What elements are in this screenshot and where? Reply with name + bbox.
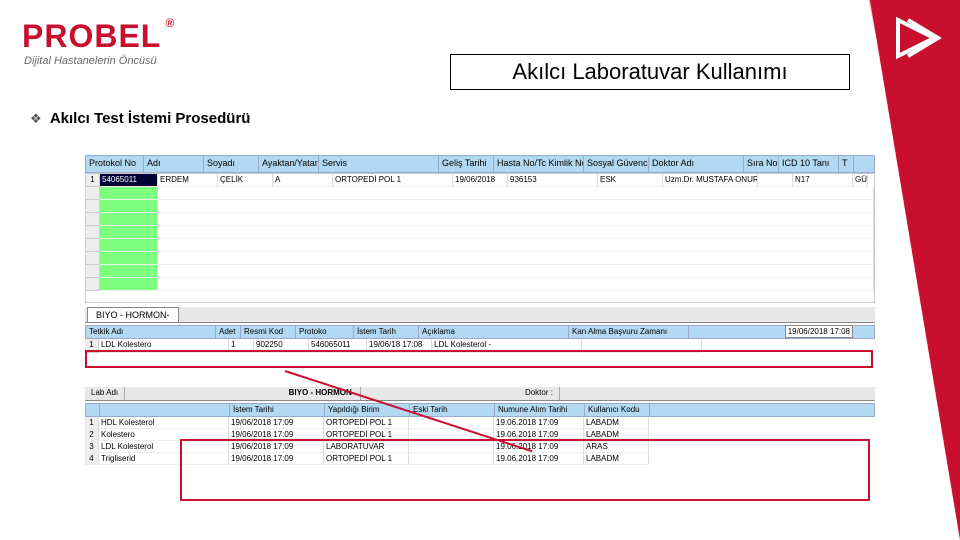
tab-bar-1: BIYO - HORMON- (85, 307, 875, 323)
column-header[interactable]: İstem Tarihi (230, 404, 325, 416)
empty-row (86, 239, 874, 252)
side-decoration (860, 0, 960, 540)
cell[interactable]: LABADM (584, 417, 649, 429)
cell[interactable]: Uzm.Dr. MUSTAFA ONUR ALK (663, 174, 758, 187)
column-header[interactable]: Soyadı (204, 156, 259, 172)
highlight-box-2 (180, 439, 870, 501)
column-header[interactable]: Hasta No/Tc Kimlik No (494, 156, 584, 172)
column-header[interactable]: Servis (319, 156, 439, 172)
empty-row (86, 187, 874, 200)
column-header[interactable] (86, 404, 100, 416)
kan-alma-time[interactable]: 19/06/2018 17:08 (785, 325, 853, 338)
cell[interactable]: 936153 (508, 174, 598, 187)
cell[interactable]: ESK (598, 174, 663, 187)
cell[interactable]: 54065011 (100, 174, 158, 187)
empty-row (86, 252, 874, 265)
doktor-label: Doktor : (519, 387, 560, 400)
cell[interactable]: 19/06/2018 17:09 (229, 417, 324, 429)
logo-tagline: Dijital Hastanelerin Öncüsü (24, 55, 161, 67)
cell[interactable]: 2 (85, 429, 99, 441)
column-header[interactable]: Doktor Adı (649, 156, 744, 172)
cell[interactable]: ERDEM (158, 174, 218, 187)
column-header[interactable]: Protokol No (86, 156, 144, 172)
column-header[interactable] (100, 404, 230, 416)
logo: PROBEL Dijital Hastanelerin Öncüsü (22, 18, 161, 67)
lab-label: Lab Adı (85, 387, 125, 400)
column-header[interactable]: Sıra No (744, 156, 779, 172)
bullet-text: Akılcı Test İstemi Prosedürü (50, 110, 251, 127)
column-header[interactable]: Ayaktan/Yatan (259, 156, 319, 172)
bottom-tab-bar: Lab Adı BIYO - HORMON- Doktor : (85, 387, 875, 401)
slide-title: Akılcı Laboratuvar Kullanımı (450, 54, 850, 90)
cell[interactable]: ÇELİK (218, 174, 273, 187)
empty-row (86, 226, 874, 239)
column-header[interactable]: Geliş Tarihi (439, 156, 494, 172)
patient-grid-header: Protokol NoAdıSoyadıAyaktan/YatanServisG… (85, 155, 875, 173)
bottom-tab-name[interactable]: BIYO - HORMON- (283, 387, 362, 400)
column-header[interactable]: Protoko (296, 326, 354, 338)
cell[interactable]: 19.06.2018 17:09 (494, 417, 584, 429)
cell[interactable] (758, 174, 793, 187)
cell[interactable]: ORTOPEDİ POL 1 (324, 417, 409, 429)
bullet-line: ❖ Akılcı Test İstemi Prosedürü (30, 110, 250, 127)
column-header[interactable]: İstem Tarih (354, 326, 419, 338)
column-header[interactable]: Sosyal Güvencesi (584, 156, 649, 172)
empty-row (86, 278, 874, 291)
cell[interactable]: 19/06/2018 (453, 174, 508, 187)
empty-row (86, 265, 874, 278)
cell[interactable]: 4 (85, 453, 99, 465)
cell[interactable]: A (273, 174, 333, 187)
patient-row[interactable]: 154065011ERDEMÇELİKAORTOPEDİ POL 119/06/… (86, 174, 874, 187)
column-header[interactable]: Numune Alım Tarihi (495, 404, 585, 416)
cell[interactable] (409, 417, 494, 429)
cell[interactable]: N17 (793, 174, 853, 187)
column-header[interactable]: Resmi Kod (241, 326, 296, 338)
tab-biyo-hormon[interactable]: BIYO - HORMON- (87, 307, 179, 322)
diamond-icon: ❖ (30, 111, 42, 126)
cell[interactable]: GÜNAHTI (853, 174, 868, 187)
play-icon (894, 16, 942, 65)
tetkik-grid-header: Tetkik AdıAdetResmi KodProtokoİstem Tari… (85, 325, 875, 339)
patient-grid-body[interactable]: 154065011ERDEMÇELİKAORTOPEDİ POL 119/06/… (85, 173, 875, 303)
empty-row (86, 213, 874, 226)
column-header[interactable]: Adı (144, 156, 204, 172)
cell[interactable]: ORTOPEDİ POL 1 (333, 174, 453, 187)
history-row[interactable]: 1HDL Kolesterol19/06/2018 17:09ORTOPEDİ … (85, 417, 875, 429)
highlight-box-1 (85, 350, 873, 368)
column-header[interactable]: Kullanıcı Kodu (585, 404, 650, 416)
logo-text: PROBEL (22, 18, 161, 55)
cell[interactable]: HDL Kolesterol (99, 417, 229, 429)
column-header[interactable]: Adet (216, 326, 241, 338)
cell[interactable]: 1 (85, 417, 99, 429)
empty-row (86, 200, 874, 213)
history-grid-header: İstem TarihiYapıldığı BirimEski TarihNum… (85, 403, 875, 417)
column-header[interactable]: T (839, 156, 854, 172)
cell[interactable]: 3 (85, 441, 99, 453)
column-header[interactable]: Açıklama (419, 326, 569, 338)
column-header[interactable]: Kan Alma Başvuru Zamanı (569, 326, 689, 338)
column-header[interactable]: Tetkik Adı (86, 326, 216, 338)
app-screenshot: Protokol NoAdıSoyadıAyaktan/YatanServisG… (85, 155, 875, 515)
column-header[interactable]: ICD 10 Tanı (779, 156, 839, 172)
